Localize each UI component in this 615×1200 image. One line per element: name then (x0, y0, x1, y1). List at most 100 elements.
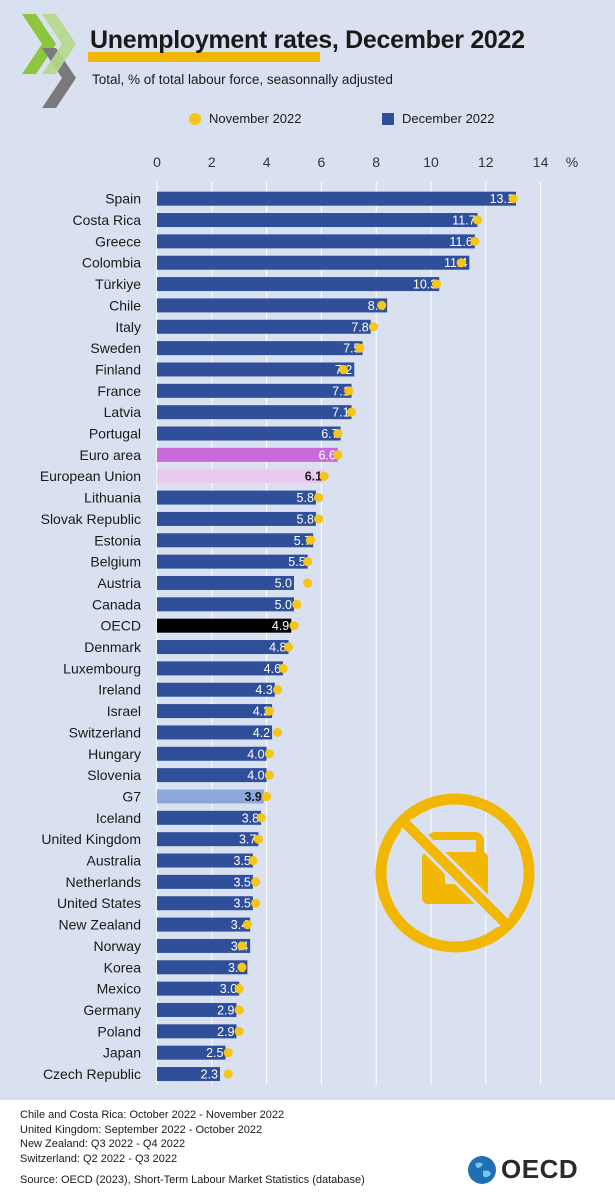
category-label: France (97, 383, 141, 399)
bar-december (157, 298, 388, 313)
dot-november (237, 962, 247, 972)
dot-november (333, 428, 343, 439)
category-label: Australia (87, 853, 142, 869)
dot-november (272, 685, 283, 695)
dot-november (223, 1048, 233, 1058)
dot-november (283, 642, 294, 652)
bar-value-label: 3.5 (234, 875, 251, 889)
bar-december (157, 383, 352, 398)
note-line: United Kingdom: September 2022 - October… (20, 1123, 263, 1136)
bar-value-label: 4.9 (272, 619, 289, 633)
category-label: Luxembourg (63, 660, 141, 676)
category-label: Denmark (84, 639, 142, 655)
dot-november (292, 599, 302, 609)
bar-december (157, 768, 267, 783)
category-label: Chile (109, 297, 141, 313)
dot-november (262, 791, 272, 802)
dot-november (333, 450, 343, 460)
category-label: Mexico (97, 981, 142, 997)
x-tick-label: 0 (153, 154, 161, 170)
bar-value-label: 7.1 (332, 384, 349, 398)
bar-value-label: 3.9 (244, 790, 261, 804)
category-label: Switzerland (69, 724, 141, 740)
dot-november (234, 1005, 244, 1015)
bar-value-label: 3.8 (242, 811, 259, 825)
bar-december (157, 874, 253, 889)
no-briefcase-icon (375, 793, 535, 953)
bar-december (157, 234, 475, 249)
category-label: Norway (94, 938, 141, 954)
category-label: Poland (97, 1023, 141, 1039)
bar-december (157, 725, 273, 740)
category-label: Slovenia (87, 767, 141, 783)
legend-december-label: December 2022 (402, 111, 495, 126)
category-label: G7 (122, 788, 141, 804)
bar-december (157, 810, 262, 825)
chart-title: Unemployment rates, December 2022 (90, 26, 525, 54)
bar-december (157, 661, 284, 676)
dot-november (303, 557, 313, 567)
bar-december (157, 1045, 226, 1060)
dot-november (344, 386, 354, 396)
bar-december (157, 426, 341, 441)
bar-value-label: 3.4 (231, 918, 248, 932)
bar-value-label: 10.3 (413, 278, 437, 292)
category-label: Colombia (82, 255, 141, 271)
dot-november (456, 258, 466, 268)
bar-december (157, 319, 371, 334)
dot-november (305, 535, 316, 545)
category-label: Korea (104, 959, 142, 975)
bar-value-label: 4.8 (269, 641, 286, 655)
bar-value-label: 3.5 (234, 897, 251, 911)
bar-december (157, 341, 363, 356)
bar-value-label: 11.7 (452, 214, 475, 228)
bar-december (157, 597, 294, 612)
dot-november (253, 834, 263, 844)
bar-value-label: 4.0 (247, 769, 264, 783)
category-label: United Kingdom (41, 831, 141, 847)
category-label: Spain (105, 191, 141, 207)
x-tick-label: 6 (318, 154, 326, 170)
category-label: Latvia (104, 404, 142, 420)
title-underline (88, 52, 320, 62)
chart-subtitle: Total, % of total labour force, seasonna… (92, 72, 393, 87)
category-label: OECD (101, 618, 141, 634)
bar-december (157, 213, 478, 228)
oecd-logo: OECD (467, 1154, 578, 1185)
dot-november (237, 941, 247, 951)
dot-november (264, 706, 274, 716)
bar-value-label: 13.1 (490, 192, 514, 206)
note-line: Chile and Costa Rica: October 2022 - Nov… (20, 1109, 285, 1121)
dot-november (251, 877, 261, 887)
dot-november (314, 514, 324, 524)
bar-value-label: 5.5 (288, 555, 305, 569)
bar-value-label: 3.0 (220, 982, 237, 996)
legend-november: November 2022 (189, 111, 302, 126)
dot-november (289, 621, 299, 631)
bar-december (157, 490, 316, 505)
bar-value-label: 2.9 (217, 1003, 234, 1017)
bar-december (157, 447, 338, 462)
bar-value-label: 6.6 (318, 448, 335, 462)
bar-value-label: 5.8 (297, 491, 314, 505)
x-unit-label: % (566, 154, 578, 170)
bar-december (157, 640, 289, 655)
bar-december (157, 917, 251, 932)
category-label: Greece (95, 233, 141, 249)
dot-november (223, 1069, 233, 1079)
x-tick-label: 12 (478, 154, 494, 170)
bar-december (157, 746, 267, 761)
bar-december (157, 682, 275, 697)
bar-december (157, 896, 253, 911)
dot-november (272, 727, 283, 738)
dot-november (319, 471, 329, 481)
bar-value-label: 6.1 (305, 470, 322, 484)
dot-november (264, 770, 274, 780)
bar-december (157, 533, 314, 548)
category-label: Portugal (89, 426, 141, 442)
bar-value-label: 2.9 (217, 1025, 234, 1039)
bar-december (157, 832, 259, 847)
bar-december (157, 1002, 237, 1017)
bar-december (157, 853, 253, 868)
globe-icon (468, 1155, 496, 1184)
